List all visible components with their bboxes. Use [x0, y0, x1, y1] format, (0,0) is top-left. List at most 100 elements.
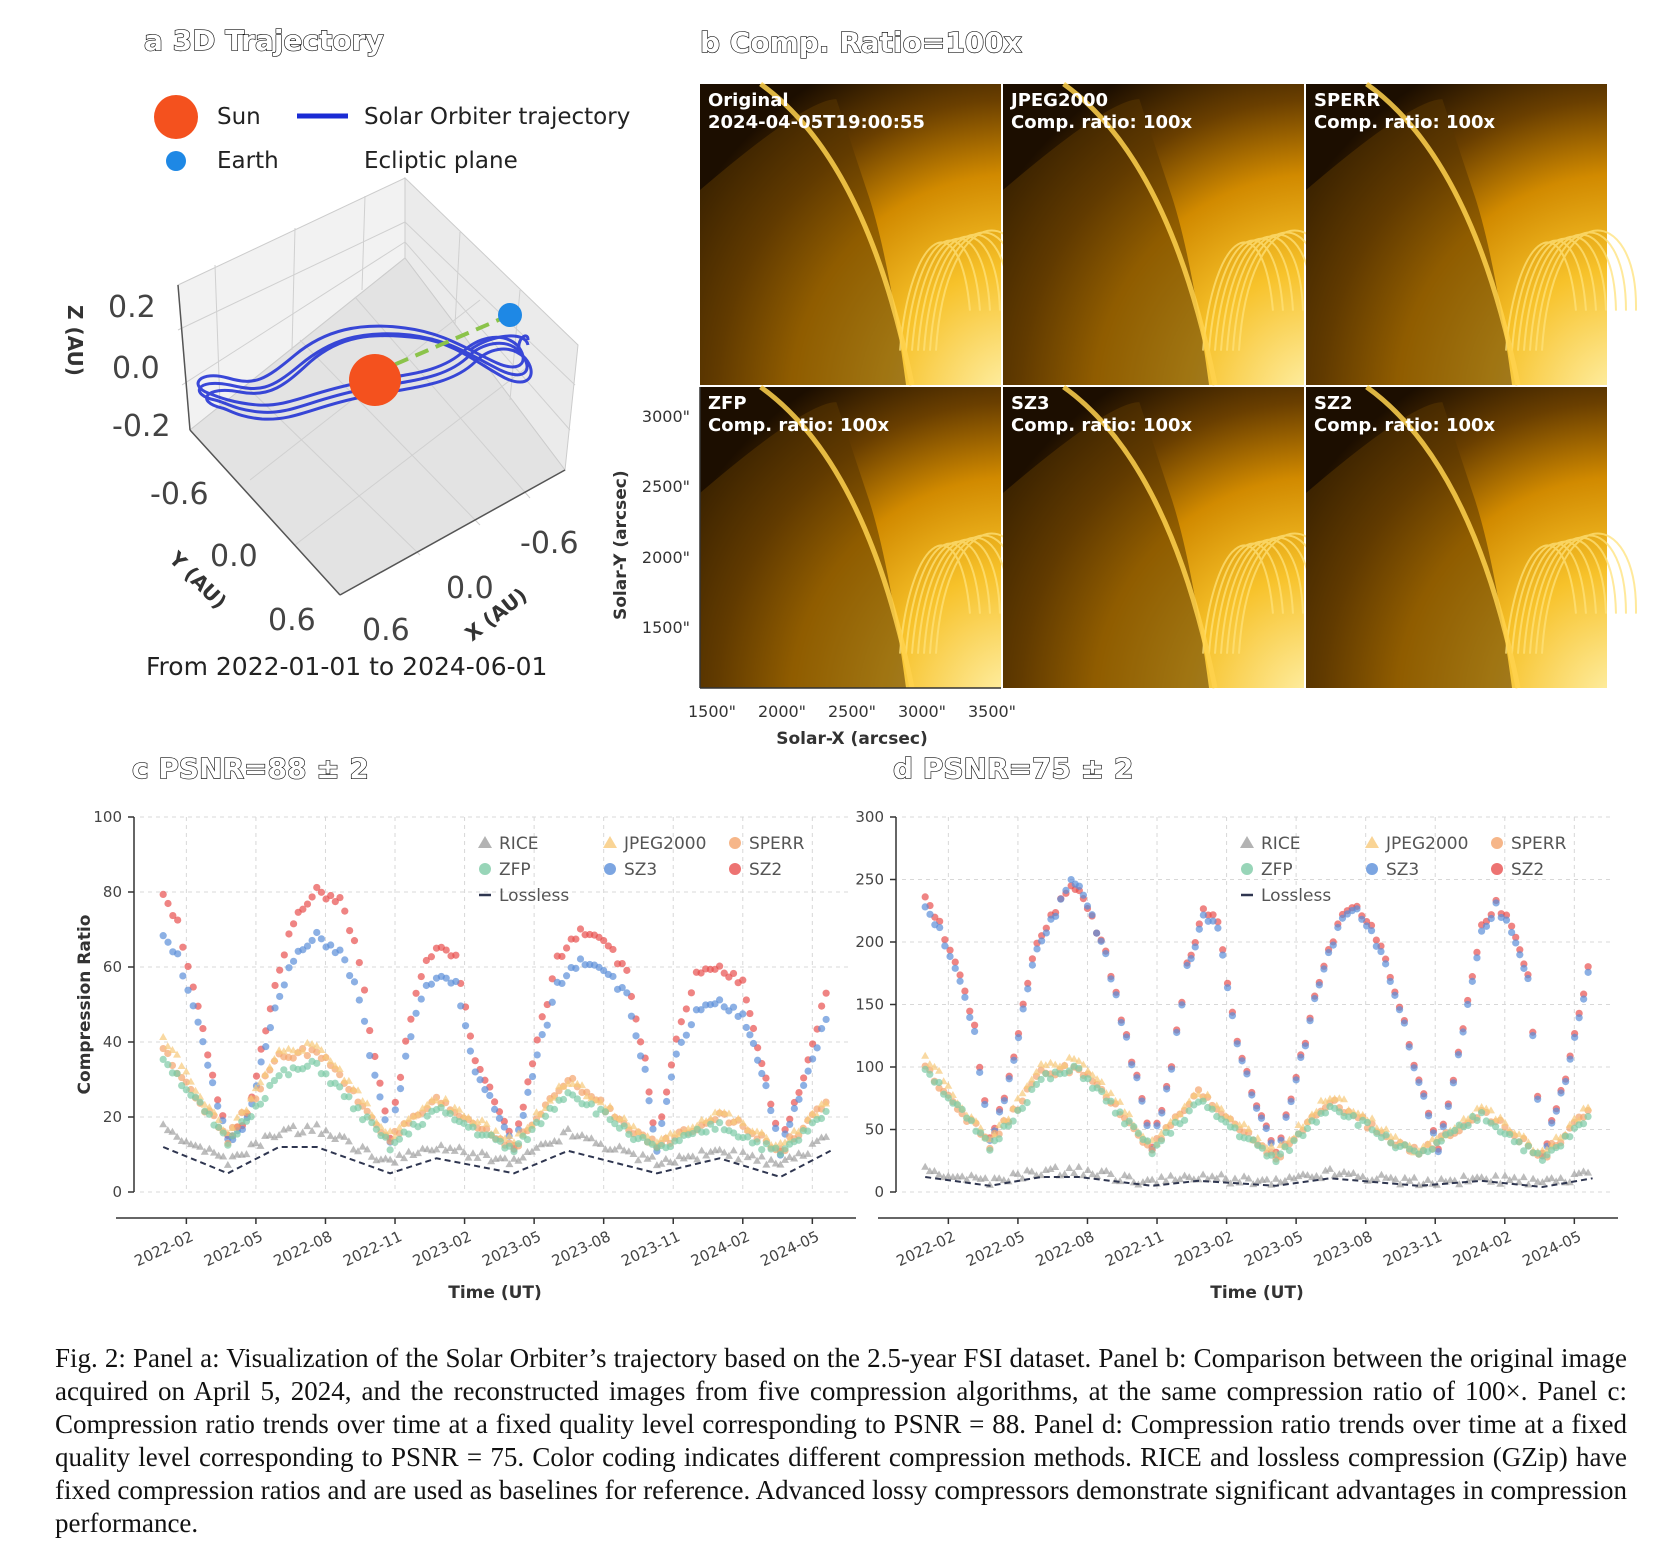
data-point [360, 1017, 369, 1025]
data-point [1231, 1124, 1239, 1132]
data-point [1508, 928, 1516, 937]
legend-marker [1491, 863, 1503, 875]
earth-marker [498, 303, 522, 327]
data-point [818, 1002, 826, 1010]
x-tick-0: 0.6 [362, 613, 410, 648]
data-point [285, 964, 293, 972]
data-point [1070, 1054, 1079, 1062]
data-point [795, 1136, 803, 1144]
data-point [781, 1145, 789, 1153]
data-point [1529, 1174, 1538, 1182]
legend-marker [729, 837, 741, 849]
data-point [636, 1052, 645, 1060]
data-point [196, 1142, 205, 1150]
data-point [772, 1124, 780, 1133]
data-point [209, 1071, 217, 1079]
data-point [606, 1115, 614, 1124]
data-point [1294, 1172, 1303, 1180]
data-point [242, 1150, 251, 1158]
data-point [391, 1106, 399, 1114]
data-point [615, 1142, 624, 1150]
data-point [1520, 964, 1528, 972]
data-point [1267, 1142, 1276, 1150]
data-point [200, 1147, 209, 1155]
data-point [532, 1143, 541, 1151]
data-point [1340, 1095, 1349, 1103]
solar-disk-shade [1003, 99, 1210, 386]
data-point [1420, 1092, 1428, 1100]
data-point [1075, 882, 1083, 890]
data-point [299, 905, 307, 913]
data-point [1013, 1169, 1022, 1177]
panel-b-title: b Comp. Ratio=100x [699, 25, 1022, 59]
data-point [771, 1159, 780, 1167]
data-point [464, 1113, 473, 1121]
data-point [1303, 1171, 1312, 1179]
data-point [247, 1094, 256, 1102]
data-point [1272, 1157, 1280, 1166]
data-point [1335, 1170, 1344, 1178]
data-point [1396, 1180, 1405, 1188]
data-point [177, 1062, 186, 1070]
data-point [1363, 922, 1371, 930]
data-point [742, 996, 750, 1004]
data-point [720, 1108, 729, 1116]
data-point [173, 1050, 182, 1058]
panel-c-title: c PSNR=88 ± 2 [131, 751, 369, 785]
data-point [578, 1081, 587, 1089]
data-point [204, 1051, 212, 1059]
data-point [159, 932, 167, 940]
data-point [1524, 974, 1532, 983]
data-point [317, 888, 326, 896]
data-point [749, 1039, 758, 1048]
legend-label: SZ2 [749, 860, 782, 880]
data-point [620, 1122, 628, 1130]
data-point [1297, 1053, 1305, 1062]
data-point [298, 1128, 307, 1136]
data-point [354, 1086, 363, 1094]
x-tick-label: 2023-05 [1241, 1227, 1305, 1270]
data-point [1584, 963, 1592, 971]
data-point [409, 1150, 418, 1158]
data-point [1473, 1116, 1481, 1125]
data-point [702, 1151, 711, 1159]
data-point [204, 1061, 212, 1069]
data-point [1538, 1178, 1547, 1186]
data-point [808, 1109, 817, 1117]
data-point [729, 1146, 738, 1154]
data-point [1157, 1137, 1166, 1145]
data-point [611, 1120, 619, 1128]
data-point [442, 946, 450, 954]
data-point [533, 1051, 541, 1059]
solar-y-tick-0: 3000" [642, 407, 690, 426]
data-point [159, 1120, 168, 1128]
data-point [1473, 948, 1481, 956]
data-point [1199, 911, 1207, 919]
data-point [1175, 1175, 1184, 1183]
data-point [289, 1122, 298, 1130]
z-tick-2: -0.2 [112, 409, 171, 444]
data-point [363, 1145, 372, 1153]
data-point [327, 941, 335, 949]
data-point [1037, 1060, 1046, 1068]
data-point [1329, 941, 1337, 949]
legend-marker [1241, 863, 1253, 875]
data-point [1377, 1170, 1386, 1178]
data-point [1032, 1080, 1041, 1089]
data-point [1010, 1056, 1018, 1064]
data-point [606, 1102, 615, 1110]
data-point [252, 1072, 261, 1080]
data-point [609, 945, 617, 954]
tile-label-line2: Comp. ratio: 100x [1314, 415, 1496, 436]
data-point [1051, 1162, 1060, 1170]
data-point [1557, 1142, 1565, 1150]
solar-disk-shade [1306, 402, 1513, 688]
data-point [658, 1119, 666, 1128]
data-point [1482, 1104, 1491, 1112]
data-point [1372, 942, 1380, 950]
data-point [1013, 1094, 1022, 1102]
data-point [471, 1068, 479, 1076]
data-point [550, 1105, 559, 1113]
data-point [620, 1146, 629, 1154]
